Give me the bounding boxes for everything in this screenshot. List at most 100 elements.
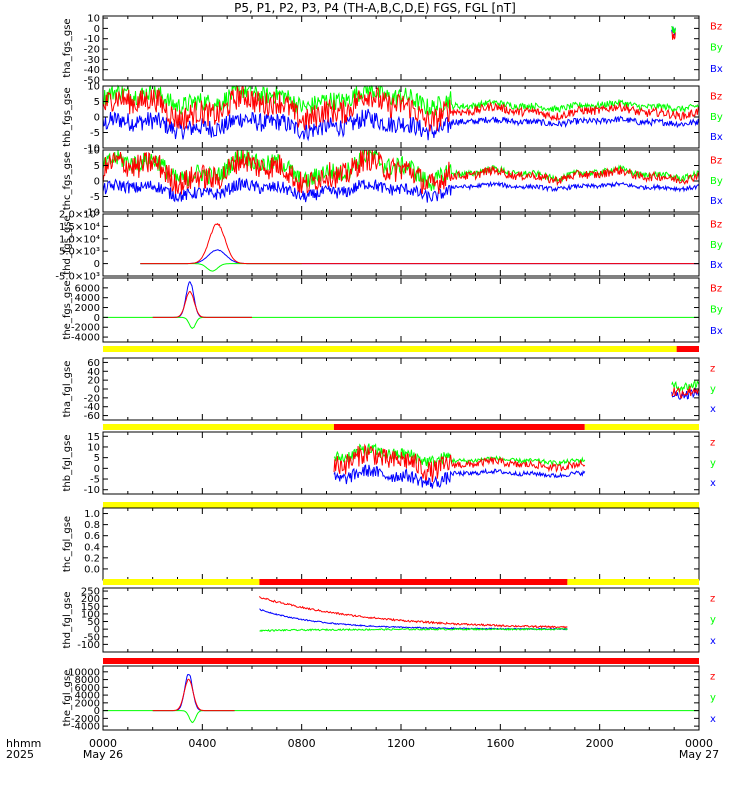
y-tick-label: -5.0×10³ — [55, 272, 100, 283]
series-y-line — [671, 25, 676, 35]
y-axis-label: tha_fgl_gse — [62, 361, 73, 418]
y-tick-label: -4000 — [71, 333, 100, 344]
legend-label: Bx — [710, 260, 723, 271]
legend-label: By — [710, 112, 723, 123]
legend-label: x — [710, 404, 716, 415]
y-tick-label: -50 — [84, 632, 100, 643]
y-tick-label: 10 — [87, 442, 100, 453]
legend-label: Bx — [710, 196, 723, 207]
legend-label: Bx — [710, 64, 723, 75]
x-corner-label: hhmm — [6, 737, 41, 750]
y-tick-label: 8000 — [75, 675, 100, 686]
y-tick-label: 0 — [94, 313, 100, 324]
x-tick-sublabel: May 26 — [83, 748, 123, 761]
status-bar-segment — [103, 346, 677, 352]
y-tick-label: 10000 — [68, 667, 100, 678]
y-tick-label: -30 — [84, 55, 100, 66]
series-x-line — [333, 464, 586, 489]
panel-frame — [102, 357, 700, 421]
series-z-line — [259, 596, 568, 629]
legend-label: z — [710, 437, 715, 448]
y-tick-label: -20 — [84, 393, 100, 404]
panel-the_fgl_gse: 1000080006000400020000-2000-4000the_fgl_… — [62, 658, 716, 733]
y-tick-label: 5 — [94, 453, 100, 464]
series-y-line — [102, 149, 700, 191]
y-tick-label: -5 — [90, 128, 100, 139]
panel-tha_fgs_gse: 100-10-20-30-40-50 tha_fgs_gse Bz By Bx — [62, 14, 723, 87]
x-tick-label: 1200 — [387, 737, 415, 750]
y-tick-label: 20 — [87, 376, 100, 387]
series-x-line — [140, 249, 699, 265]
y-tick-label: -40 — [84, 402, 100, 413]
status-bar-segment — [567, 579, 699, 585]
panel-frame — [102, 507, 700, 581]
legend-label: y — [710, 615, 716, 626]
series-z-line — [152, 290, 252, 318]
y-tick-label: -10 — [84, 144, 100, 155]
y-axis-label: thb_fgs_gse — [62, 87, 73, 146]
panel-thb_fgs_gse: 10 5 0 -5 -10 thb_fgs_gse Bz By Bx — [62, 82, 723, 155]
status-bar-segment — [103, 502, 699, 508]
y-tick-label: 4000 — [75, 293, 100, 304]
legend-label: Bz — [710, 284, 722, 295]
series-y-line — [140, 263, 302, 272]
series-y-line — [671, 380, 700, 393]
legend-label: x — [710, 714, 716, 725]
series-y-line — [259, 627, 568, 633]
status-bar-segment — [103, 424, 334, 430]
legend-label: Bz — [710, 219, 722, 230]
series-z-line — [102, 149, 700, 195]
y-tick-label: 0 — [94, 24, 100, 35]
y-tick-label: 0 — [94, 625, 100, 636]
y-tick-label: 0.2 — [84, 553, 100, 564]
panel-thc_fgs_gse: 10 5 0 -5 -10 thc_fgs_gse Bz By Bx — [62, 146, 723, 219]
series-z-line — [102, 85, 700, 132]
y-tick-label: 2.0×10⁴ — [59, 210, 100, 221]
legend-label: y — [710, 458, 716, 469]
plot-title: P5, P1, P2, P3, P4 (TH-A,B,C,D,E) FGS, F… — [234, 1, 516, 15]
series-x-line — [102, 177, 700, 203]
y-tick-label: 5 — [94, 161, 100, 172]
x-tick-sublabel: May 27 — [679, 748, 719, 761]
status-bar-segment — [676, 346, 699, 352]
status-bar-segment — [584, 424, 699, 430]
y-tick-label: -5 — [90, 475, 100, 486]
y-tick-label: -10 — [84, 485, 100, 496]
y-axis-label: thb_fgl_gse — [62, 435, 73, 492]
y-tick-label: 10 — [87, 82, 100, 93]
y-tick-label: 2000 — [75, 698, 100, 709]
status-bar-segment — [103, 579, 260, 585]
panel-frame — [102, 15, 700, 81]
y-tick-label: 150 — [81, 602, 100, 613]
y-tick-label: 200 — [81, 594, 100, 605]
y-tick-label: 0.0 — [84, 564, 100, 575]
y-tick-label: 0 — [94, 464, 100, 475]
y-tick-label: 5.0×10³ — [59, 247, 100, 258]
y-tick-label: 1.0 — [84, 509, 100, 520]
legend-label: z — [710, 594, 715, 605]
y-tick-label: -20 — [84, 45, 100, 56]
series-z-line — [333, 443, 586, 483]
status-bar-segment — [333, 424, 585, 430]
legend-label: By — [710, 305, 723, 316]
x-tick-label: 0800 — [288, 737, 316, 750]
y-tick-label: -60 — [84, 411, 100, 422]
y-tick-label: 15 — [87, 432, 100, 443]
y-tick-label: -5 — [90, 192, 100, 203]
x-corner-year: 2025 — [6, 748, 34, 761]
legend-label: Bx — [710, 326, 723, 337]
y-tick-label: 1.0×10⁴ — [59, 234, 100, 245]
series-y-line — [333, 443, 586, 468]
y-axis-label: thc_fgl_gse — [62, 516, 73, 572]
legend-label: By — [710, 176, 723, 187]
series-z-line — [671, 386, 700, 399]
y-tick-label: 5 — [94, 97, 100, 108]
y-tick-label: 0.6 — [84, 531, 100, 542]
legend-label: Bz — [710, 155, 722, 166]
y-tick-label: 0 — [94, 177, 100, 188]
